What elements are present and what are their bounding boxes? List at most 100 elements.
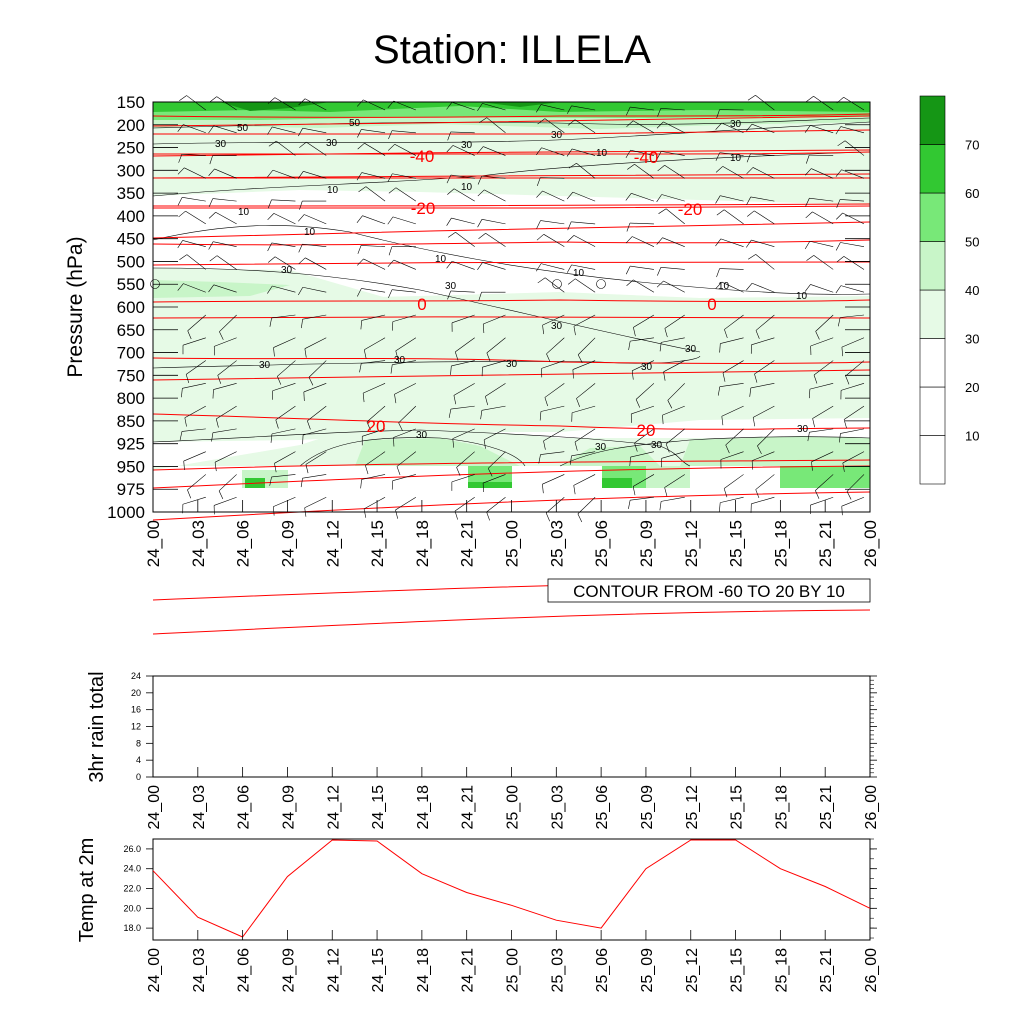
wind-barb-feather — [536, 234, 544, 241]
wind-barb-feather — [362, 393, 365, 403]
wind-barb-feather — [839, 433, 841, 443]
wind-barb-feather — [298, 257, 306, 265]
wind-barb — [271, 242, 296, 247]
colorbar-label: 50 — [965, 235, 979, 250]
wind-barb — [630, 106, 654, 111]
wind-barb — [573, 474, 596, 486]
wind-barb-feather — [805, 198, 810, 207]
wind-barb-feather — [300, 478, 303, 488]
temperature-contours — [152, 113, 871, 732]
wind-barb — [542, 474, 565, 485]
wind-barb — [392, 314, 416, 322]
wind-barb-feather — [811, 461, 813, 471]
wind-barb — [810, 284, 834, 293]
wind-barb-feather — [746, 123, 753, 132]
wind-barb-feather — [477, 103, 483, 112]
temperature-contour-line — [152, 113, 871, 118]
temperature-contour-line — [152, 491, 871, 521]
wind-barb-feather — [479, 117, 488, 123]
wind-barb-feather — [304, 348, 307, 358]
wind-barb — [813, 360, 834, 376]
temperature-contour-line — [152, 149, 871, 157]
wind-barb — [361, 245, 386, 247]
pressure-tick-label: 600 — [117, 298, 145, 317]
wind-barb — [302, 286, 327, 293]
wind-barb-feather — [388, 289, 393, 299]
wind-barb — [842, 451, 865, 464]
colorbar-label: 30 — [965, 332, 979, 347]
wind-barb-feather — [273, 506, 275, 516]
wind-barb-feather — [656, 194, 662, 203]
wind-barb — [271, 199, 296, 202]
wind-barb — [481, 219, 506, 225]
cross-section-panel: -40 -40 -20 -20 0 0 20 20 50 50 30 30 30… — [64, 93, 880, 732]
wind-barb-feather — [357, 258, 364, 266]
wind-barb — [395, 337, 417, 352]
wind-barb-feather — [447, 290, 452, 300]
wind-barb — [721, 405, 744, 417]
wind-barb — [366, 405, 386, 423]
wind-barb-feather — [536, 104, 542, 113]
wind-barb — [213, 284, 237, 293]
wind-barb-feather — [478, 233, 486, 240]
wind-barb — [840, 314, 865, 318]
wind-barb — [755, 254, 775, 270]
wind-barb-feather — [356, 215, 363, 223]
wind-barb-feather — [746, 153, 751, 163]
time-tick-label: 25_12 — [684, 785, 701, 830]
wind-barb-feather — [477, 189, 485, 197]
wind-barb — [453, 383, 475, 396]
wind-barb-feather — [450, 365, 452, 375]
rain-tick-label: 0 — [136, 772, 141, 782]
shade-band — [560, 446, 660, 466]
wind-barb-feather — [478, 292, 482, 301]
wind-barb — [363, 496, 386, 510]
wind-barb-feather — [209, 255, 218, 262]
wind-barb-feather — [395, 509, 398, 519]
time-tick-label: 26_00 — [861, 520, 880, 567]
temperature-contour-line — [152, 369, 871, 381]
temperature-contour-line — [152, 205, 871, 209]
wind-barb — [755, 94, 775, 111]
wind-barb — [813, 255, 834, 270]
wind-barb-feather — [625, 193, 632, 201]
temperature-x-axis: 24_00 24_03 24_06 24_09 24_12 24_15 24_18 24_21… — [146, 930, 880, 993]
wind-barb — [361, 314, 386, 321]
wind-barb — [273, 337, 296, 348]
wind-barb — [540, 451, 565, 455]
wind-barb-feather — [545, 512, 550, 522]
colorbar-label: 70 — [965, 138, 979, 153]
temperature-contour-line — [152, 316, 871, 319]
wind-barb-feather — [667, 400, 673, 409]
pressure-tick-label: 750 — [117, 366, 145, 385]
wind-barb — [185, 210, 206, 225]
wind-barb-feather — [633, 327, 636, 337]
time-tick-label: 25_15 — [729, 948, 746, 993]
wind-barb — [274, 451, 296, 464]
wind-barb-feather — [815, 490, 820, 499]
wind-barb — [272, 169, 296, 179]
wind-barb — [757, 428, 775, 447]
wind-barb — [365, 186, 386, 202]
temperature-contour-line — [152, 239, 871, 246]
wind-barb — [183, 283, 206, 293]
time-tick-label: 24_09 — [280, 785, 297, 830]
wind-barb-feather — [625, 150, 631, 159]
wind-barb-feather — [299, 201, 303, 210]
wind-barb-feather — [755, 330, 760, 339]
temperature-contour-line — [152, 221, 871, 239]
isotach-line — [299, 437, 526, 467]
wind-barb-feather — [360, 320, 362, 330]
wind-barb-feather — [664, 487, 668, 497]
wind-barb — [752, 282, 775, 293]
wind-barb-feather — [446, 261, 453, 269]
wind-barb — [302, 314, 327, 320]
wind-barb-feather — [716, 109, 720, 119]
wind-barb-feather — [447, 131, 451, 141]
wind-barb — [813, 95, 834, 111]
wind-barb — [811, 451, 834, 463]
wind-barb-feather — [577, 354, 583, 363]
wind-barb — [571, 105, 596, 111]
time-tick-label: 24_15 — [370, 948, 387, 993]
wind-barb-feather — [658, 208, 667, 214]
